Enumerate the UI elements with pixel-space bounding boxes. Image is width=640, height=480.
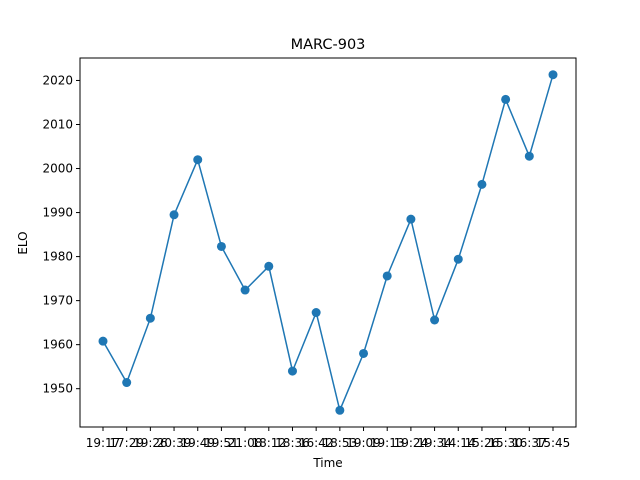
- data-point: [169, 210, 179, 220]
- y-tick-label: 2000: [42, 162, 73, 176]
- plot-frame: [79, 57, 577, 428]
- x-tick-label: 19:13: [370, 436, 405, 450]
- y-tick-label: 2020: [42, 73, 73, 87]
- data-point: [501, 94, 511, 104]
- x-tick-label: 19:09: [346, 436, 381, 450]
- data-point: [145, 313, 155, 323]
- series-line: [102, 74, 554, 413]
- y-tick-label: 1980: [42, 250, 73, 264]
- data-point: [359, 348, 369, 358]
- x-tick-label: 18:12: [251, 436, 286, 450]
- data-point: [264, 261, 274, 271]
- x-tick-label: 19:17: [86, 436, 121, 450]
- x-tick-label: 14:14: [441, 436, 476, 450]
- data-point: [335, 405, 345, 415]
- x-tick-label: 18:36: [275, 436, 310, 450]
- x-tick-label: 16:42: [299, 436, 334, 450]
- data-point: [122, 378, 132, 388]
- data-point: [382, 271, 392, 281]
- x-tick-label: 19:34: [417, 436, 452, 450]
- y-axis-label: ELO: [16, 231, 30, 254]
- y-tick-label: 1960: [42, 338, 73, 352]
- data-point: [240, 285, 250, 295]
- x-tick-label: 18:53: [323, 436, 358, 450]
- x-tick-label: 17:29: [109, 436, 144, 450]
- data-point: [193, 155, 203, 165]
- chart-title: MARC-903: [291, 37, 366, 53]
- data-point: [477, 179, 487, 189]
- x-tick-label: 15:30: [488, 436, 523, 450]
- x-tick-label: 19:24: [394, 436, 429, 450]
- y-tick-label: 2010: [42, 117, 73, 131]
- data-point: [311, 308, 321, 318]
- data-point: [406, 214, 416, 224]
- y-tick-label: 1950: [42, 382, 73, 396]
- x-tick-label: 20:39: [157, 436, 192, 450]
- data-point: [287, 366, 297, 376]
- x-tick-label: 15:45: [536, 436, 571, 450]
- data-point: [98, 336, 108, 346]
- x-tick-label: 19:51: [204, 436, 239, 450]
- x-tick-label: 19:49: [180, 436, 215, 450]
- x-tick-label: 15:26: [465, 436, 500, 450]
- x-axis-label: Time: [312, 456, 342, 470]
- x-tick-label: 16:37: [512, 436, 547, 450]
- data-point: [216, 241, 226, 251]
- data-point: [548, 70, 558, 80]
- y-tick-label: 1970: [42, 294, 73, 308]
- data-point: [524, 151, 534, 161]
- data-point: [430, 315, 440, 325]
- x-tick-label: 21:08: [228, 436, 263, 450]
- x-tick-label: 19:26: [133, 436, 168, 450]
- data-point: [453, 254, 463, 264]
- y-tick-label: 1990: [42, 206, 73, 220]
